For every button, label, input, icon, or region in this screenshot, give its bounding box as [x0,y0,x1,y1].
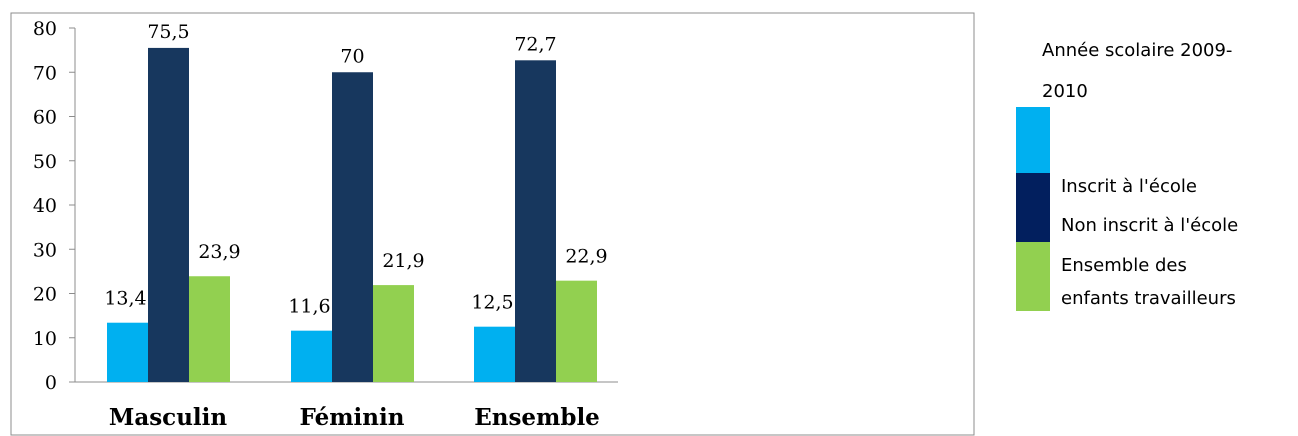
legend-swatch [1016,107,1050,173]
data-label: 70 [340,45,364,67]
y-tick-label: 30 [33,239,57,261]
data-label: 23,9 [198,241,240,263]
y-tick-label: 80 [33,18,57,40]
y-tick-label: 40 [33,195,57,217]
category-labels: Masculin Féminin Ensemble [109,404,600,431]
data-labels: 13,4 11,6 12,5 75,5 70 72,7 23,9 21,9 22,9 [104,21,607,318]
bar [291,330,332,382]
legend-swatch [1016,173,1050,242]
y-axis-ticks: 0 10 20 30 40 50 60 70 80 [33,18,75,394]
legend-label: enfants travailleurs [1061,288,1236,309]
category-label: Masculin [109,404,228,431]
legend-label: Inscrit à l'école [1061,176,1197,197]
data-label: 11,6 [288,296,330,318]
legend: Année scolaire 2009- 2010 Inscrit à l'écol… [1016,40,1238,311]
bar [148,47,189,382]
data-label: 21,9 [382,250,424,272]
bar [556,280,597,382]
legend-title: Année scolaire 2009- [1042,40,1232,61]
bar [474,326,515,382]
bar [515,60,556,383]
bar [107,322,148,382]
bar [332,72,373,382]
bar [189,276,230,382]
y-tick-label: 70 [33,62,57,84]
data-label: 75,5 [147,21,189,43]
y-tick-label: 0 [45,372,57,394]
y-tick-label: 20 [33,284,57,306]
bar [373,285,414,382]
legend-title: 2010 [1042,81,1088,102]
category-label: Ensemble [474,404,600,431]
data-label: 13,4 [104,288,146,310]
y-tick-label: 60 [33,107,57,129]
y-tick-label: 10 [33,328,57,350]
category-label: Féminin [300,404,405,431]
y-tick-label: 50 [33,151,57,173]
legend-swatch [1016,242,1050,311]
data-label: 12,5 [471,292,513,314]
bars [107,47,597,383]
data-label: 72,7 [514,33,556,55]
plot-area-border [10,12,975,436]
legend-label: Ensemble des [1061,255,1187,276]
data-label: 22,9 [565,246,607,268]
legend-label: Non inscrit à l'école [1061,215,1238,236]
